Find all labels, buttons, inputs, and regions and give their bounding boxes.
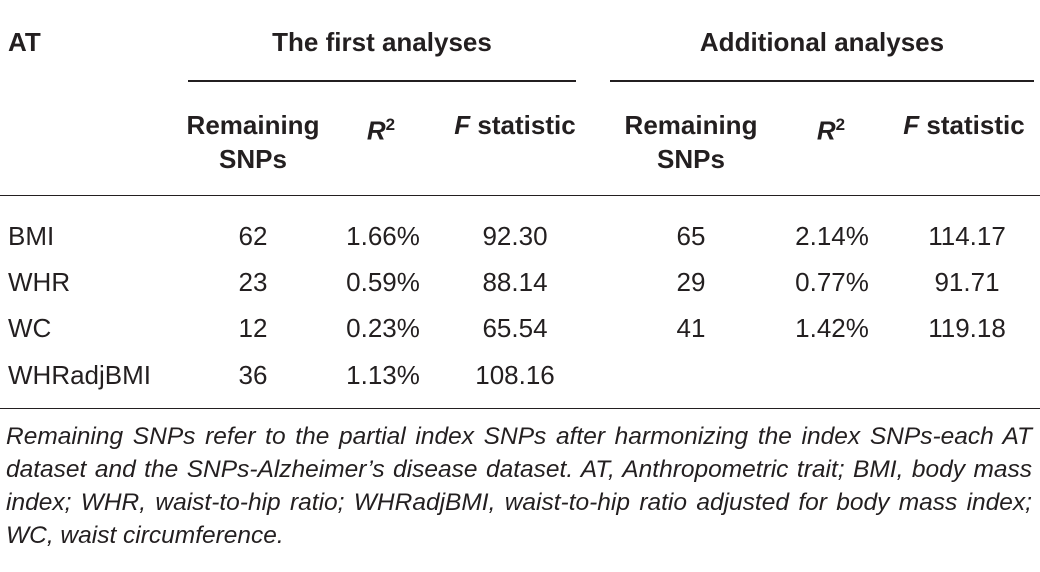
f-word: statistic bbox=[926, 110, 1025, 140]
f-word: statistic bbox=[477, 110, 576, 140]
cell-first-snps: 12 bbox=[238, 313, 268, 343]
row-trait: WHRadjBMI bbox=[8, 360, 152, 390]
cell-first-r2: 0.23% bbox=[346, 313, 420, 343]
group-underline-first bbox=[188, 80, 576, 82]
subheader-remaining-snps-first: Remaining SNPs bbox=[187, 108, 320, 176]
cell-additional-snps: 65 bbox=[676, 221, 706, 251]
f-letter: F bbox=[454, 110, 471, 140]
cell-first-snps: 36 bbox=[238, 360, 268, 390]
cell-first-snps: 23 bbox=[238, 267, 268, 297]
cell-additional-r2: 1.42% bbox=[795, 313, 869, 343]
cell-additional-snps: 41 bbox=[676, 313, 706, 343]
group-header-first-analyses: The first analyses bbox=[272, 27, 492, 57]
table-footnote: Remaining SNPs refer to the partial inde… bbox=[6, 423, 1032, 549]
row-trait: WHR bbox=[8, 267, 71, 297]
row-trait: WC bbox=[8, 313, 52, 343]
header-divider bbox=[0, 195, 1040, 196]
cell-first-r2: 1.13% bbox=[346, 360, 420, 390]
group-header-additional-analyses: Additional analyses bbox=[699, 27, 945, 57]
cell-additional-f: 114.17 bbox=[928, 221, 1006, 251]
cell-additional-f: 91.71 bbox=[934, 267, 1000, 297]
cell-first-r2: 0.59% bbox=[346, 267, 420, 297]
subheader-r2-first: R2 bbox=[367, 110, 395, 146]
cell-first-f: 92.30 bbox=[482, 221, 548, 251]
r2-letter: R bbox=[366, 115, 386, 146]
subheader-remaining-line1: Remaining bbox=[624, 110, 758, 140]
subheader-remaining-line2: SNPs bbox=[657, 144, 725, 174]
f-letter: F bbox=[903, 110, 920, 140]
subheader-f-statistic-additional: F statistic bbox=[903, 110, 1024, 140]
cell-first-r2: 1.66% bbox=[346, 221, 420, 251]
cell-first-f: 108.16 bbox=[475, 360, 555, 390]
cell-first-f: 88.14 bbox=[482, 267, 548, 297]
r2-letter: R bbox=[816, 115, 836, 146]
subheader-r2-additional: R2 bbox=[817, 110, 845, 146]
table-bottom-rule bbox=[0, 408, 1040, 409]
subheader-remaining-line1: Remaining bbox=[186, 110, 320, 140]
cell-additional-r2: 0.77% bbox=[795, 267, 869, 297]
cell-first-snps: 62 bbox=[238, 221, 268, 251]
cell-additional-r2: 2.14% bbox=[795, 221, 869, 251]
group-underline-additional bbox=[610, 80, 1034, 82]
column-header-at: AT bbox=[8, 27, 41, 57]
cell-first-f: 65.54 bbox=[482, 313, 548, 343]
row-trait: BMI bbox=[8, 221, 55, 251]
r2-exponent: 2 bbox=[385, 115, 396, 134]
subheader-f-statistic-first: F statistic bbox=[454, 110, 575, 140]
subheader-remaining-line2: SNPs bbox=[219, 144, 287, 174]
subheader-remaining-snps-additional: Remaining SNPs bbox=[625, 108, 758, 176]
cell-additional-f: 119.18 bbox=[928, 313, 1006, 343]
r2-exponent: 2 bbox=[835, 115, 846, 134]
cell-additional-snps: 29 bbox=[676, 267, 706, 297]
